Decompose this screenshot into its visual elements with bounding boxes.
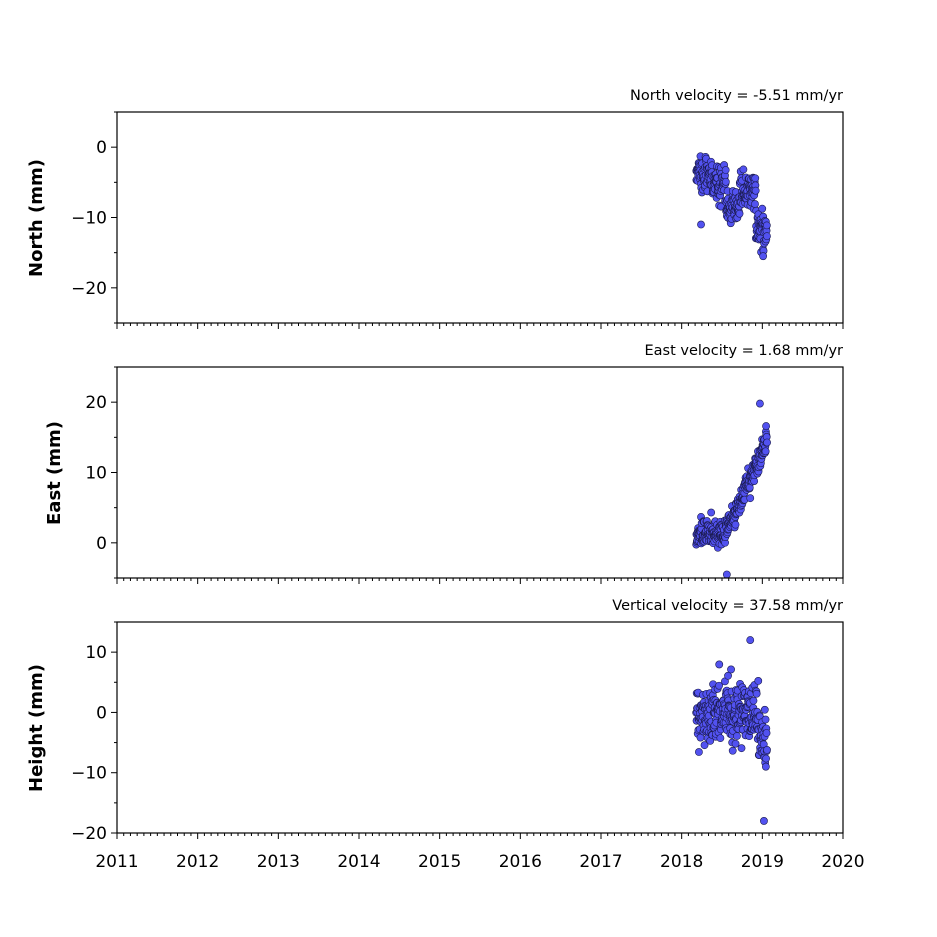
height-data-point bbox=[715, 660, 724, 669]
north-data-point bbox=[697, 220, 705, 229]
east-data-point bbox=[762, 422, 771, 430]
year-tick-label: 2015 bbox=[418, 852, 461, 872]
east-ytick-label: 0 bbox=[96, 534, 107, 554]
north-data-point bbox=[762, 221, 771, 230]
height-ytick-label: 10 bbox=[85, 643, 107, 663]
north-data-point bbox=[735, 209, 744, 218]
east-scatter-points bbox=[692, 399, 771, 579]
east-plot-frame bbox=[116, 366, 844, 579]
north-data-point bbox=[751, 174, 760, 183]
north-ytick-label: 0 bbox=[96, 138, 107, 158]
north-ytick-label: −10 bbox=[71, 209, 107, 229]
height-data-point bbox=[761, 762, 770, 771]
east-axis-ticks: 20 10 0 bbox=[85, 366, 844, 584]
height-data-point bbox=[760, 705, 769, 714]
year-tick-label: 2012 bbox=[176, 852, 219, 872]
north-ytick-label: −20 bbox=[71, 279, 107, 299]
height-plot-frame bbox=[116, 621, 844, 834]
north-plot-frame bbox=[116, 111, 844, 324]
north-data-point bbox=[763, 232, 771, 241]
north-data-point bbox=[721, 166, 730, 174]
north-data-point bbox=[751, 200, 759, 208]
height-data-point bbox=[754, 676, 763, 685]
height-data-point bbox=[700, 741, 709, 750]
height-data-point bbox=[695, 748, 703, 756]
height-ytick-label: −10 bbox=[71, 764, 107, 784]
north-data-point bbox=[759, 252, 768, 261]
height-data-point bbox=[760, 817, 768, 825]
height-ytick-label: 0 bbox=[96, 703, 107, 723]
height-data-point bbox=[727, 665, 735, 674]
north-panel-title: North velocity = -5.51 mm/yr bbox=[630, 88, 843, 104]
height-data-point bbox=[731, 739, 740, 748]
north-panel: North velocity = -5.51 mm/yr North (mm) … bbox=[26, 88, 844, 329]
height-scatter-points bbox=[692, 636, 771, 825]
east-data-point bbox=[746, 494, 755, 503]
height-data-point bbox=[746, 636, 755, 644]
height-panel: Vertical velocity = 37.58 mm/yr Height (… bbox=[26, 598, 844, 844]
year-tick-label: 2018 bbox=[660, 852, 703, 872]
height-data-point bbox=[752, 689, 761, 698]
north-data-point bbox=[739, 165, 748, 174]
east-data-point bbox=[731, 520, 740, 529]
year-tick-label: 2013 bbox=[257, 852, 300, 872]
height-data-point bbox=[715, 681, 723, 690]
year-tick-label: 2019 bbox=[741, 852, 784, 872]
height-data-point bbox=[728, 746, 737, 755]
year-tick-label: 2017 bbox=[579, 852, 622, 872]
north-data-point bbox=[721, 177, 730, 186]
height-axis-ticks: 10 0 −10 −20 bbox=[71, 621, 844, 844]
year-tick-label: 2016 bbox=[499, 852, 542, 872]
height-data-point bbox=[762, 729, 771, 737]
east-ytick-label: 10 bbox=[85, 464, 107, 484]
height-data-point bbox=[737, 744, 746, 753]
year-tick-labels: 2011 2012 2013 2014 2015 2016 2017 2018 2019 2020 bbox=[95, 852, 864, 872]
east-panel-title: East velocity = 1.68 mm/yr bbox=[644, 343, 843, 359]
east-data-point bbox=[707, 508, 716, 517]
east-data-point bbox=[756, 399, 764, 408]
year-tick-label: 2014 bbox=[337, 852, 380, 872]
height-data-point bbox=[763, 746, 771, 754]
north-data-point bbox=[758, 204, 767, 213]
east-data-point bbox=[722, 570, 731, 579]
north-scatter-points bbox=[692, 152, 771, 261]
east-panel: East velocity = 1.68 mm/yr East (mm) 20 1… bbox=[44, 343, 844, 584]
east-data-point bbox=[761, 447, 770, 456]
height-data-point bbox=[724, 671, 732, 680]
year-tick-label: 2020 bbox=[821, 852, 864, 872]
height-ytick-label: −20 bbox=[71, 824, 107, 844]
height-data-point bbox=[749, 696, 758, 705]
height-data-point bbox=[716, 734, 725, 743]
north-data-point bbox=[751, 186, 760, 195]
year-tick-label: 2011 bbox=[95, 852, 138, 872]
height-panel-title: Vertical velocity = 37.58 mm/yr bbox=[612, 598, 843, 614]
height-data-point bbox=[733, 732, 741, 740]
east-axis-label: East (mm) bbox=[44, 421, 65, 525]
height-data-point bbox=[762, 754, 770, 763]
height-axis-label: Height (mm) bbox=[26, 664, 47, 792]
height-data-point bbox=[761, 715, 770, 724]
east-data-point bbox=[763, 438, 771, 447]
east-ytick-label: 20 bbox=[85, 393, 107, 413]
north-axis-label: North (mm) bbox=[26, 159, 47, 277]
